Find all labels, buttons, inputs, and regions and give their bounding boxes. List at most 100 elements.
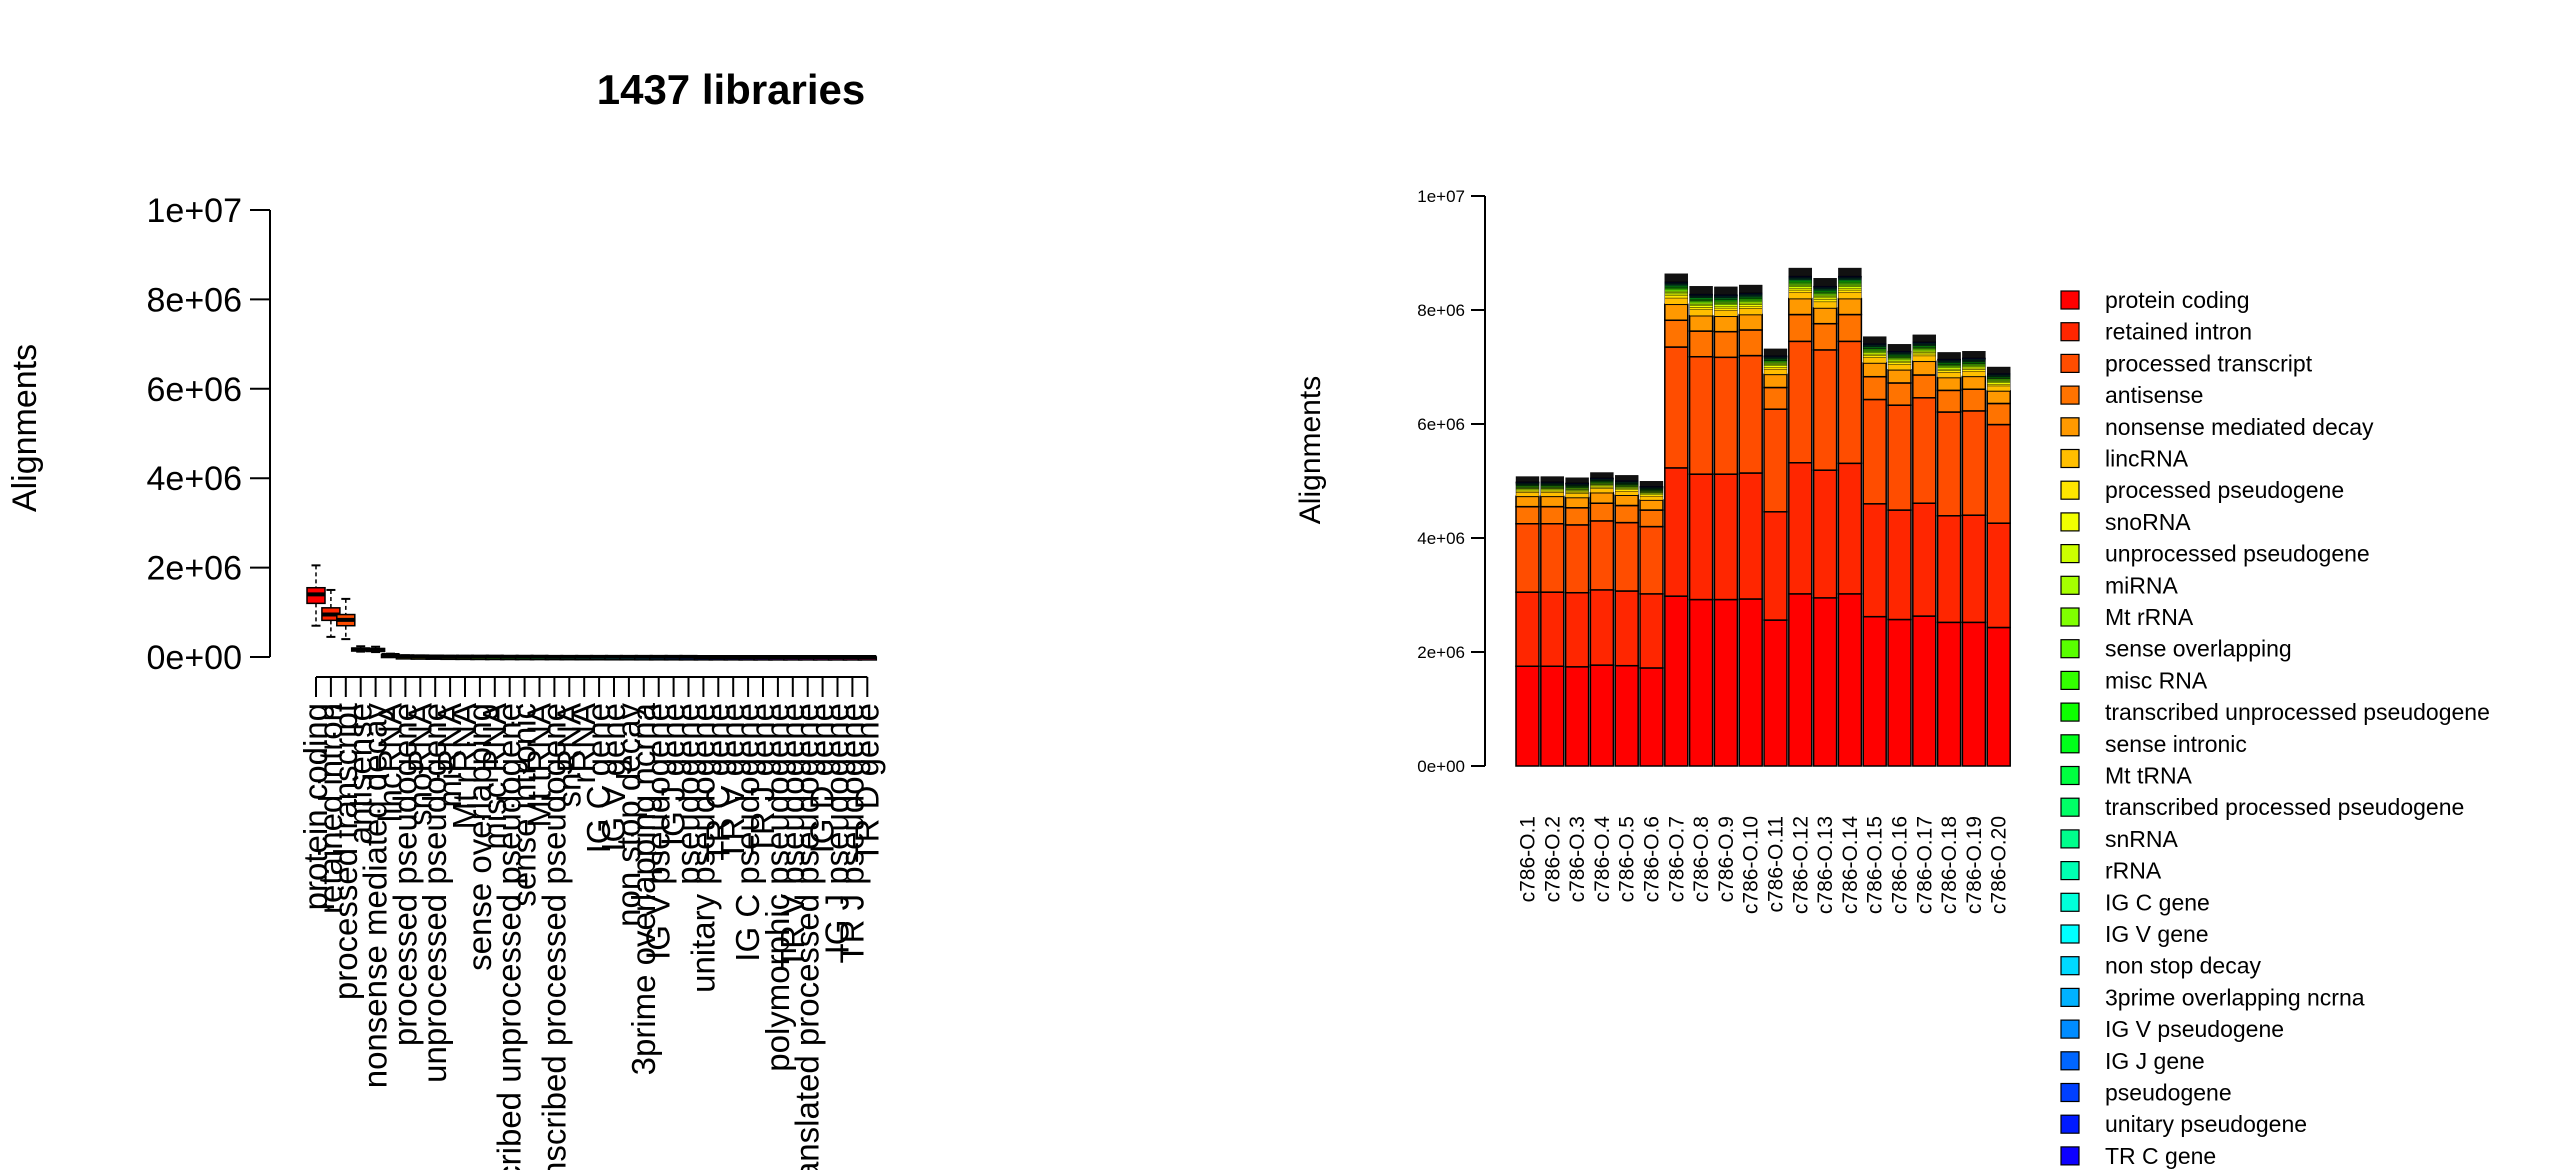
bar-segment: [1763, 511, 1788, 621]
boxplot-panel: 1437 libraries Alignments 0e+00 2e+06 4e+0…: [6, 66, 885, 1170]
bar-segment: [1540, 591, 1565, 668]
legend-swatch: [2060, 924, 2080, 944]
bar-segment: [1664, 595, 1689, 767]
bar-segment: [1838, 286, 1862, 289]
legend-swatch: [2060, 956, 2080, 976]
legend-label: sense intronic: [2105, 731, 2247, 757]
x-tick-label: sense overlapping: [461, 703, 498, 971]
legend-swatch: [2060, 734, 2080, 754]
bar-segment: [1862, 357, 1887, 364]
bar-segment: [1838, 267, 1862, 277]
bar-segment: [1590, 472, 1614, 478]
legend-swatch: [2060, 385, 2080, 405]
bar-segment: [1912, 355, 1937, 362]
y-axis-label: Alignments: [1294, 376, 1327, 524]
x-tick-label: non stop decay: [610, 703, 647, 927]
x-tick-label: unprocessed pseudogene: [416, 703, 453, 1083]
bar-segment: [1887, 362, 1912, 365]
legend-item: misc RNA: [2060, 667, 2208, 693]
bar-segment: [1812, 307, 1838, 325]
legend-item: retained intron: [2060, 319, 2252, 345]
bar-segment: [1812, 349, 1838, 471]
bar-segment: [1912, 350, 1937, 353]
bar-c786-O.10: [1738, 284, 1763, 767]
bar-segment: [1763, 368, 1788, 375]
chart-title: 1437 libraries: [597, 66, 866, 113]
x-tick-label: miRNA: [431, 703, 468, 808]
box-3: [336, 597, 356, 641]
boxes: [306, 564, 878, 661]
bar-segment: [1788, 462, 1813, 595]
bar-segment: [1688, 330, 1714, 358]
bar-segment: [1986, 423, 2011, 524]
x-tick-label: c786-O.9: [1715, 816, 1738, 902]
bar-segment: [1565, 477, 1589, 484]
bar-segment: [1838, 288, 1862, 291]
bar-segment: [1837, 340, 1863, 465]
legend-label: IG C gene: [2105, 889, 2210, 915]
bar-segment: [1763, 348, 1788, 356]
legend-label: antisense: [2105, 382, 2203, 408]
x-tick-label: c786-O.6: [1641, 816, 1664, 902]
legend-label: sense overlapping: [2105, 636, 2292, 662]
bar-segment: [1738, 302, 1763, 305]
legend-label: retained intron: [2105, 319, 2252, 345]
legend-swatch: [2060, 765, 2080, 786]
bar-segment: [1788, 340, 1813, 464]
bar-segment: [1664, 297, 1689, 305]
legend-label: snRNA: [2105, 826, 2179, 852]
bar-segment: [1639, 667, 1664, 767]
legend-swatch: [2060, 322, 2080, 342]
x-tick-label: IG C pseudogene: [729, 703, 766, 962]
y-tick-label: 1e+07: [147, 192, 243, 230]
legend-swatch: [2060, 892, 2080, 912]
legend-label: miRNA: [2105, 572, 2178, 598]
legend-label: Mt tRNA: [2105, 763, 2193, 789]
legend-item: protein coding: [2060, 287, 2250, 313]
legend-item: transcribed unprocessed pseudogene: [2060, 699, 2490, 725]
bar-segment: [1689, 286, 1713, 295]
x-tick-label: processed pseudogene: [386, 703, 423, 1046]
bar-segment: [1714, 310, 1738, 317]
bar-segment: [1986, 383, 2011, 387]
legend-swatch: [2060, 1114, 2080, 1134]
legend-swatch: [2060, 1146, 2080, 1166]
bar-segment: [1961, 621, 1987, 767]
legend-swatch: [2060, 290, 2080, 310]
bar-segment: [1564, 496, 1590, 509]
bar-segment: [1738, 329, 1763, 357]
bar-segment: [1515, 523, 1540, 593]
legend-swatch: [2060, 480, 2080, 500]
legend-item: snRNA: [2060, 826, 2179, 852]
legend-label: pseudogene: [2105, 1080, 2232, 1106]
bar-c786-O.14: [1837, 267, 1863, 767]
bar-segment: [1912, 397, 1937, 504]
bar-segment: [1813, 297, 1837, 300]
stacked-bar-panel: Alignments 0e+00 2e+06 4e+06 6e+06 8e+06 1e+0…: [1294, 187, 2490, 1169]
bar-segment: [1664, 319, 1689, 348]
bar-segment: [1862, 352, 1887, 355]
bar-segment: [1540, 523, 1565, 593]
bar-segment: [1986, 522, 2011, 629]
bar-c786-O.8: [1688, 286, 1714, 767]
bar-segment: [1788, 267, 1813, 277]
bar-segment: [1812, 597, 1838, 767]
bar-segment: [1838, 292, 1862, 299]
legend-label: transcribed processed pseudogene: [2105, 794, 2464, 820]
bar-segment: [1515, 492, 1540, 497]
x-tick-label: c786-O.1: [1517, 816, 1540, 902]
bar-segment: [1738, 284, 1763, 293]
legend-item: lincRNA: [2060, 446, 2189, 472]
legend-label: transcribed unprocessed pseudogene: [2105, 699, 2490, 725]
bar-segment: [1639, 494, 1664, 497]
x-tick-label: TR V gene: [714, 703, 751, 861]
bar-segment: [1738, 308, 1763, 315]
x-tick-label: unitary pseudogene: [684, 703, 721, 993]
bar-segment: [1961, 410, 1987, 516]
bar-c786-O.6: [1639, 481, 1664, 767]
bar-segment: [1688, 473, 1714, 601]
legend-swatch: [2060, 987, 2080, 1008]
legend-swatch: [2060, 1019, 2080, 1039]
bar-segment: [1961, 388, 1987, 412]
bar-segment: [1937, 368, 1961, 371]
